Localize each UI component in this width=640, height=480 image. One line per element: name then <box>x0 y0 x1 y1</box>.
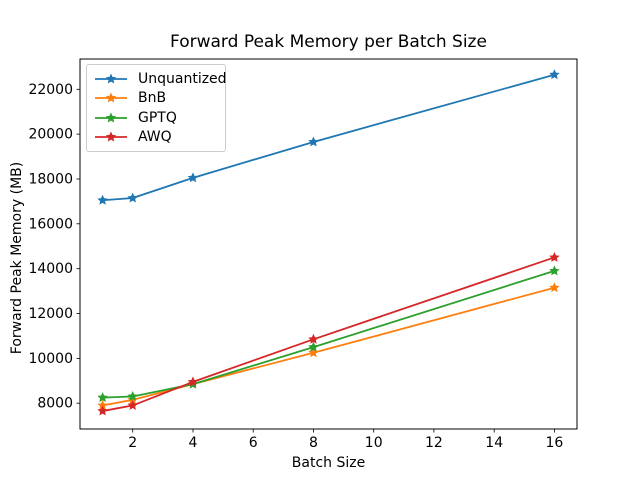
star-marker <box>127 390 138 401</box>
star-marker <box>97 405 108 416</box>
legend-sample-line <box>95 73 127 84</box>
star-marker <box>187 376 199 387</box>
star-marker <box>97 399 108 410</box>
y-tick-label: 22000 <box>28 82 73 98</box>
legend-label: GPTQ <box>138 109 177 126</box>
star-icon <box>105 92 117 103</box>
x-axis-ticks: 2 4 6 8 10 12 14 16 <box>128 429 563 451</box>
legend-sample-line <box>95 92 127 103</box>
star-marker <box>97 392 108 403</box>
star-marker <box>127 399 138 410</box>
x-tick-label: 2 <box>128 435 137 451</box>
x-axis-label: Batch Size <box>291 455 366 471</box>
star-icon <box>105 131 117 142</box>
legend-sample-line <box>95 131 127 142</box>
y-axis-label: Forward Peak Memory (MB) <box>9 161 25 355</box>
x-tick-label: 8 <box>309 435 318 451</box>
star-marker <box>308 341 319 352</box>
y-tick-label: 12000 <box>28 306 73 322</box>
y-tick-label: 8000 <box>37 396 73 412</box>
plot-border <box>79 58 578 430</box>
y-tick-label: 10000 <box>28 351 73 367</box>
legend-label: Unquantized <box>138 70 227 87</box>
legend: Unquantized BnB GPTQ AWQ <box>86 64 227 152</box>
series-AWQ <box>97 251 560 416</box>
x-tick-label: 16 <box>545 435 563 451</box>
star-marker <box>127 192 138 203</box>
y-tick-label: 16000 <box>28 216 73 232</box>
x-tick-label: 14 <box>485 435 503 451</box>
series-BnB <box>97 282 560 410</box>
legend-entry-BnB: BnB <box>94 89 225 109</box>
star-icon <box>105 112 117 123</box>
legend-entry-GPTQ: GPTQ <box>94 108 225 128</box>
x-tick-label: 6 <box>249 435 258 451</box>
star-marker <box>308 136 319 147</box>
star-icon <box>105 73 117 84</box>
chart-title: Forward Peak Memory per Batch Size <box>170 32 487 52</box>
star-marker <box>127 394 138 405</box>
star-marker <box>549 282 560 293</box>
star-marker <box>308 333 319 344</box>
legend-label: AWQ <box>138 129 172 146</box>
series-Unquantized <box>97 69 560 205</box>
y-tick-label: 14000 <box>28 261 73 277</box>
legend-entry-AWQ: AWQ <box>94 128 225 148</box>
y-tick-label: 18000 <box>28 172 73 188</box>
legend-label: BnB <box>138 90 167 107</box>
legend-entry-Unquantized: Unquantized <box>94 69 227 89</box>
y-tick-label: 20000 <box>28 127 73 143</box>
star-marker <box>549 265 560 276</box>
star-marker <box>308 347 319 358</box>
series-line <box>102 286 555 407</box>
star-marker <box>97 194 108 205</box>
x-tick-label: 12 <box>425 435 443 451</box>
x-tick-label: 4 <box>189 435 198 451</box>
y-axis-ticks: 8000 10000 12000 14000 16000 18000 20000 22000 <box>28 82 80 412</box>
star-marker <box>549 251 560 262</box>
star-marker <box>187 172 199 183</box>
star-marker <box>549 69 560 80</box>
legend-sample-line <box>95 112 127 123</box>
x-tick-label: 10 <box>365 435 383 451</box>
